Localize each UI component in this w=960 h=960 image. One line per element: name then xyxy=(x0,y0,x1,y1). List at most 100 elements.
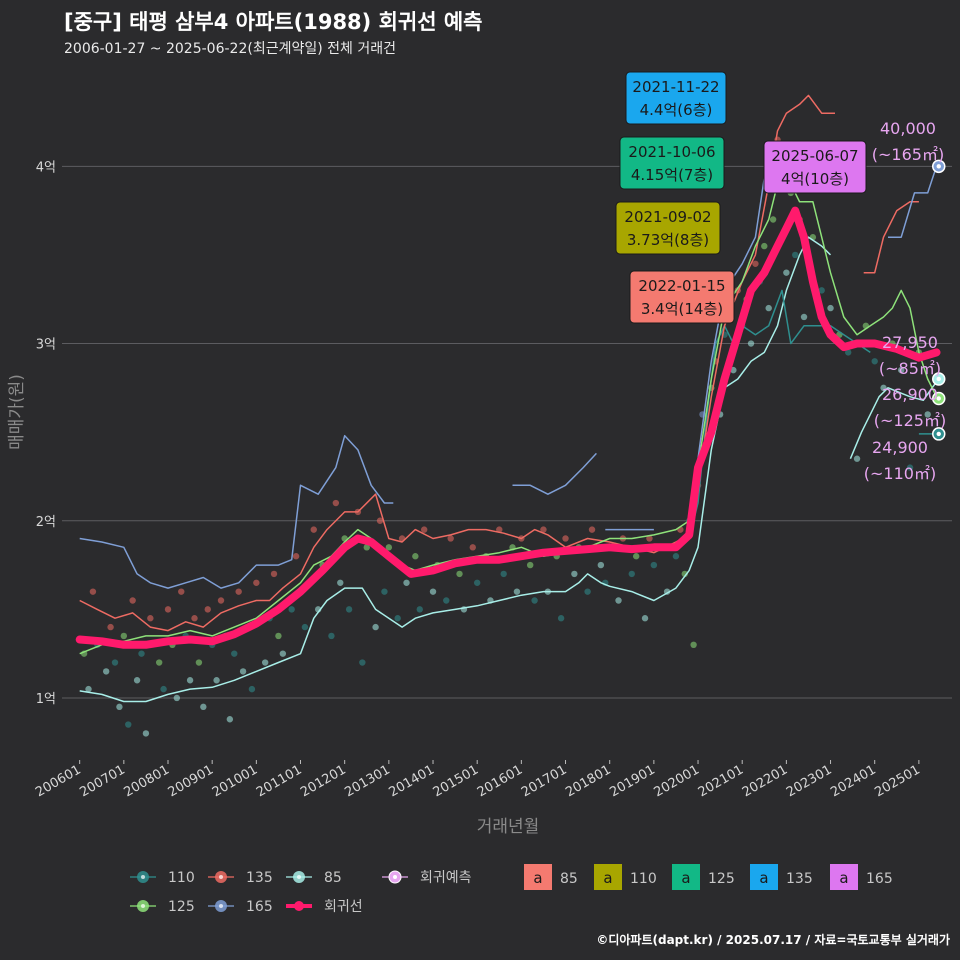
scatter-point xyxy=(672,553,680,560)
forecast-point-core xyxy=(936,396,941,401)
scatter-point xyxy=(111,659,119,666)
legend-box-label: 110 xyxy=(630,871,657,887)
scatter-point xyxy=(898,366,905,374)
scatter-point xyxy=(540,526,547,533)
scatter-point xyxy=(456,570,463,578)
scatter-point xyxy=(571,570,578,578)
legend-box-glyph: a xyxy=(759,869,768,887)
regression-layer xyxy=(75,206,941,649)
legend-label: 110 xyxy=(168,870,195,886)
scatter-point xyxy=(845,349,852,356)
legend-entry-s85: 85 xyxy=(286,870,342,886)
forecast-point-core xyxy=(936,164,941,169)
scatter-point xyxy=(248,685,256,693)
scatter-point xyxy=(906,464,914,471)
x-tick-label: 202401 xyxy=(828,762,878,800)
legend-swatch-dot xyxy=(294,901,304,911)
legend-box-label: 85 xyxy=(560,871,578,887)
forecast-price-label: 40,000 xyxy=(880,119,936,138)
legend-swatch-core xyxy=(219,875,223,879)
legend-box-entry-125: a 125 xyxy=(672,864,735,890)
y-tick-label: 4억 xyxy=(36,160,56,175)
legend-entry-regression: 회귀선 xyxy=(286,899,363,915)
scatter-point xyxy=(337,579,344,586)
scatter-point xyxy=(853,455,861,462)
legend-label: 회귀예측 xyxy=(420,870,472,886)
scatter-point xyxy=(628,570,635,578)
legend-box-glyph: a xyxy=(533,869,542,887)
legend-box-label: 165 xyxy=(866,871,893,887)
callout-2022-01-15: 2022-01-15 3.4억(14층) xyxy=(629,270,735,324)
x-tick-label: 201101 xyxy=(254,762,304,800)
scatter-point xyxy=(155,659,163,666)
x-tick-label: 201001 xyxy=(210,762,260,800)
x-tick-label: 200801 xyxy=(122,762,172,800)
scatter-point xyxy=(783,269,790,276)
scatter-point xyxy=(403,579,410,586)
scatter-point xyxy=(120,632,128,640)
legend-entry-s135: 135 xyxy=(208,870,273,886)
scatter-point xyxy=(429,588,437,595)
series-line-165e xyxy=(888,166,938,238)
scatter-point xyxy=(690,641,697,649)
x-tick-label: 201901 xyxy=(607,762,657,800)
scatter-point xyxy=(125,721,132,728)
legend-box-entry-135: a 135 xyxy=(750,864,813,890)
scatter-point xyxy=(447,535,454,542)
legend-box-swatch xyxy=(672,864,700,890)
series-line-85b xyxy=(849,378,940,459)
scatter-point xyxy=(261,659,269,666)
series-line-85 xyxy=(79,236,832,703)
scatter-point xyxy=(513,588,521,595)
forecast-price-label: 27,950 xyxy=(882,333,938,352)
legend-box-entry-165: a 165 xyxy=(830,864,893,890)
scatter-point xyxy=(646,535,653,542)
legend-box-label: 125 xyxy=(708,871,735,887)
scatter-point xyxy=(871,358,878,365)
forecast-point-core xyxy=(936,376,941,382)
legend-label: 135 xyxy=(246,870,273,886)
legend-label: 165 xyxy=(246,899,273,915)
forecast-area-label: (~110㎡) xyxy=(864,464,936,483)
scatter-point xyxy=(231,650,238,657)
scatter-point xyxy=(116,703,123,711)
scatter-point xyxy=(102,668,110,675)
forecast-area-label: (~165㎡) xyxy=(872,145,944,164)
scatter-point xyxy=(412,553,419,560)
scatter-point xyxy=(107,623,114,631)
scatter-point xyxy=(500,570,507,578)
callout-2021-11-22: 2021-11-22 4.4억(6층) xyxy=(625,71,727,125)
scatter-point xyxy=(562,535,569,542)
scatter-point xyxy=(752,260,759,267)
scatter-point xyxy=(85,685,92,693)
scatter-point xyxy=(880,384,887,392)
scatter-point xyxy=(332,499,340,507)
x-tick-label: 202301 xyxy=(784,762,834,800)
scatter-point xyxy=(164,606,172,613)
y-tick-label: 3억 xyxy=(36,338,56,353)
scatter-point xyxy=(292,553,300,560)
x-tick-label: 201801 xyxy=(563,762,613,800)
legend-box-entry-110: a 110 xyxy=(594,864,657,890)
scatter-point xyxy=(747,340,755,347)
scatter-point xyxy=(133,677,141,684)
scatter-point xyxy=(584,588,591,595)
callout-price: 4.15억(7층) xyxy=(631,166,713,184)
scatter-point xyxy=(761,242,768,250)
legend-box-glyph: a xyxy=(839,869,848,887)
callout-date: 2022-01-15 xyxy=(638,277,725,295)
scatter-point xyxy=(632,553,640,560)
x-tick-label: 200701 xyxy=(77,762,127,800)
callout-price: 4.4억(6층) xyxy=(640,101,713,119)
legend-label: 125 xyxy=(168,899,195,915)
callout-box xyxy=(629,270,735,324)
scatter-point xyxy=(359,659,366,666)
scatter-point xyxy=(239,668,247,675)
scatter-point xyxy=(818,287,825,294)
legend-layer: 110 135 85 회귀예측 125 165 회귀선 a 85 a 110 a 125 a 135 a 165 xyxy=(130,864,893,915)
x-tick-label: 201401 xyxy=(387,762,437,800)
forecast-area-label: (~125㎡) xyxy=(874,411,946,430)
callout-price: 4억(10층) xyxy=(781,170,849,188)
chart-title: [중구] 태평 삼부4 아파트(1988) 회귀선 예측 xyxy=(64,10,483,34)
scatter-point xyxy=(253,579,260,586)
